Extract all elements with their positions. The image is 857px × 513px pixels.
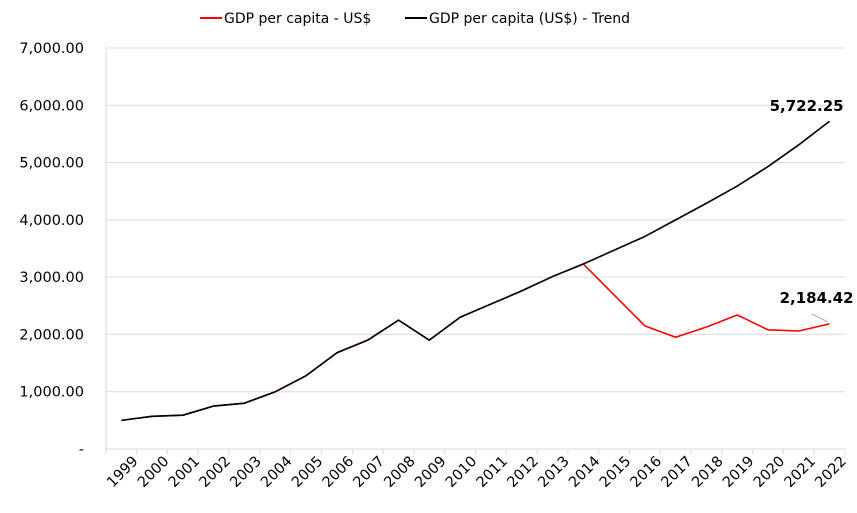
data-label-trend: 5,722.25 (770, 97, 844, 115)
x-tick-label: 2009 (412, 453, 449, 490)
gridlines (106, 47, 845, 393)
y-tick-label: - (79, 442, 84, 458)
x-tick-label: 2005 (289, 453, 326, 490)
x-tick-label: 2004 (258, 453, 295, 490)
x-tick-label: 2001 (166, 453, 203, 490)
x-tick-label: 2017 (658, 453, 695, 490)
y-tick-labels: - 1,000.00 2,000.00 3,000.00 4,000.00 5,000.0… (19, 41, 84, 458)
legend-label-1: GDP per capita (US$) - Trend (429, 11, 630, 27)
y-tick-label: 3,000.00 (19, 270, 84, 286)
x-tick-label: 2020 (751, 453, 788, 490)
x-tick-label: 2016 (628, 453, 665, 490)
series-lines (121, 120, 831, 422)
y-tick-label: 5,000.00 (19, 156, 84, 172)
x-tick-label: 2012 (505, 453, 542, 490)
x-tick-label: 2022 (812, 453, 849, 490)
y-tick-label: 2,000.00 (19, 327, 84, 343)
series-line-1 (121, 120, 831, 422)
x-tick-label: 2018 (689, 453, 726, 490)
x-tick-label: 2011 (474, 453, 511, 490)
legend-label-0: GDP per capita - US$ (224, 11, 371, 27)
series-line-0 (121, 263, 830, 422)
leader-line (811, 313, 828, 323)
x-tick-label: 2003 (227, 453, 264, 490)
x-tick-label: 2000 (135, 453, 172, 490)
x-tick-label: 2010 (443, 453, 480, 490)
x-tick-label: 2021 (782, 453, 819, 490)
x-tick-label: 2008 (381, 453, 418, 490)
x-tick-label: 2014 (566, 453, 603, 490)
x-tick-label: 2007 (351, 453, 388, 490)
x-tick-labels: 1999200020012002200320042005200620072008… (104, 453, 850, 490)
y-tick-label: 7,000.00 (19, 41, 84, 57)
x-tick-label: 2015 (597, 453, 634, 490)
y-tick-label: 1,000.00 (19, 385, 84, 401)
y-tick-label: 4,000.00 (19, 213, 84, 229)
x-tick-label: 2013 (535, 453, 572, 490)
axes (105, 48, 846, 454)
data-label-gdp: 2,184.42 (780, 289, 854, 307)
data-labels: 5,722.25 2,184.42 (770, 97, 854, 323)
x-tick-label: 2019 (720, 453, 757, 490)
x-tick-label: 1999 (104, 453, 141, 490)
y-tick-label: 6,000.00 (19, 98, 84, 114)
legend: GDP per capita - US$ GDP per capita (US$)… (200, 11, 630, 27)
x-tick-label: 2002 (197, 453, 234, 490)
x-tick-label: 2006 (320, 453, 357, 490)
